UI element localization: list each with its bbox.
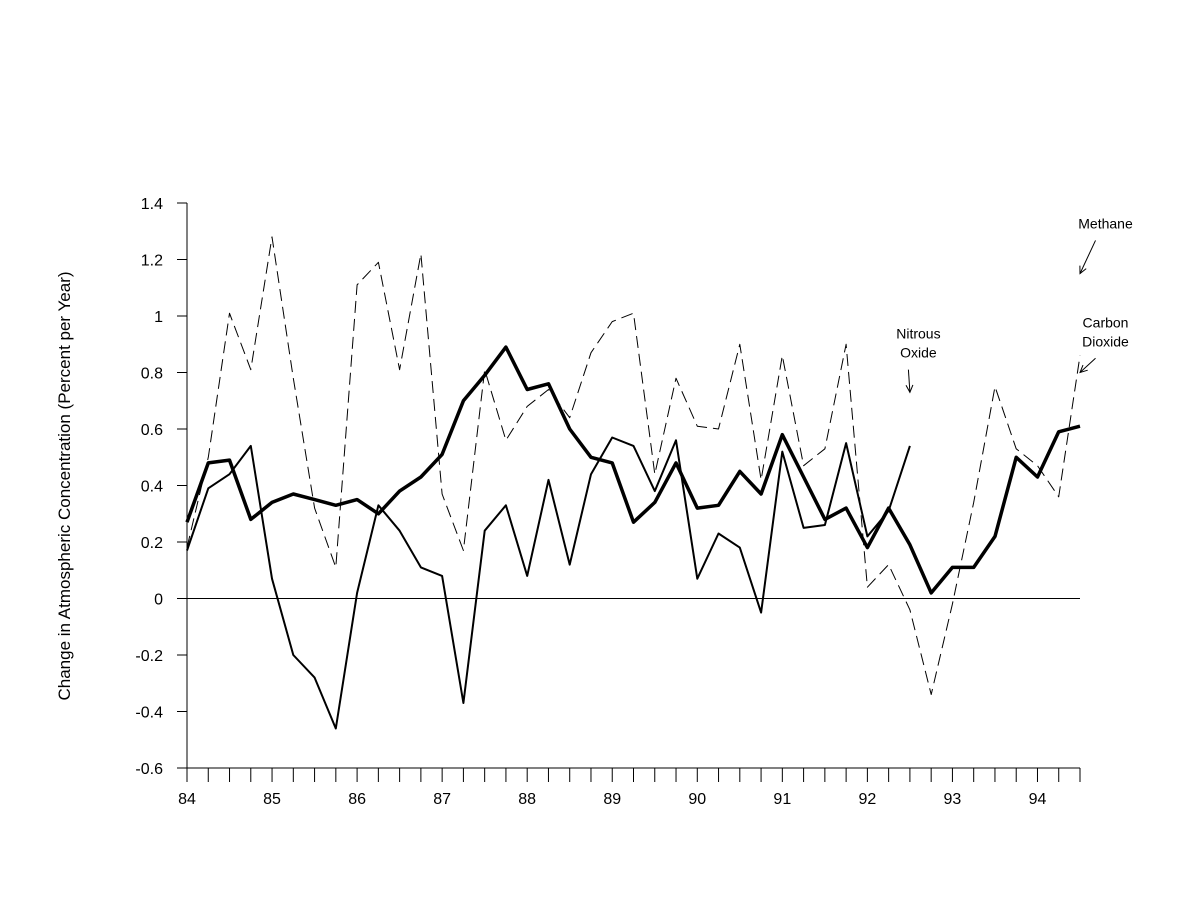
y-tick-label: 1 [154,309,163,326]
x-axis: 84 85 86 87 88 89 90 91 92 93 94 [178,767,1081,808]
series-line-carbon-dioxide [185,345,1081,595]
y-axis: 1.4 1.2 1 0.8 0.6 0.4 0.2 0 -0.2 -0.4 -0.6 [135,196,188,778]
x-tick-label: 93 [944,791,962,808]
x-tick-label: 84 [178,791,196,808]
x-tick-label: 86 [348,791,366,808]
series-line-methane [186,236,1081,695]
y-tick-label: 0.8 [141,366,163,383]
annotation-arrowhead [905,384,914,394]
y-tick-label: -0.6 [135,761,163,778]
y-axis-title: Change in Atmospheric Concentration (Per… [55,271,74,700]
annotation-line: Nitrous [896,326,940,342]
annotation-arrowhead [1079,364,1088,374]
x-tick-label: 90 [688,791,706,808]
annotation-line: Oxide [900,345,937,361]
annotation-line: Dioxide [1082,333,1129,349]
x-tick-label: 91 [773,791,791,808]
y-tick-label: 1.2 [141,253,163,270]
x-tick-label: 89 [603,791,621,808]
annotation-line: Methane [1078,215,1133,231]
x-tick-label: 87 [433,791,451,808]
series-lines [185,236,1081,730]
series-line-nitrous-oxide [186,436,911,730]
annotation-label: Methane [1078,215,1133,231]
y-tick-label: 0.2 [141,535,163,552]
y-tick-label: 0.4 [141,479,163,496]
x-tick-label: 92 [858,791,876,808]
y-tick-label: 1.4 [141,196,163,213]
y-tick-label: 0 [154,592,163,609]
series-annotations: Methane Carbon Dioxide Nitrous Oxide [896,215,1133,394]
annotation-arrow [907,369,911,393]
annotation-line: Carbon [1083,314,1129,330]
annotation-arrowhead [1079,265,1087,275]
x-tick-label: 88 [518,791,536,808]
annotation-arrow [1079,240,1096,274]
x-tick-label: 85 [263,791,281,808]
annotation-arrow [1079,357,1096,373]
annotation-label: Carbon Dioxide [1082,314,1129,349]
y-tick-label: -0.4 [135,705,163,722]
x-tick-label: 94 [1029,791,1047,808]
y-tick-label: -0.2 [135,648,163,665]
y-tick-label: 0.6 [141,422,163,439]
annotation-label: Nitrous Oxide [896,326,940,361]
